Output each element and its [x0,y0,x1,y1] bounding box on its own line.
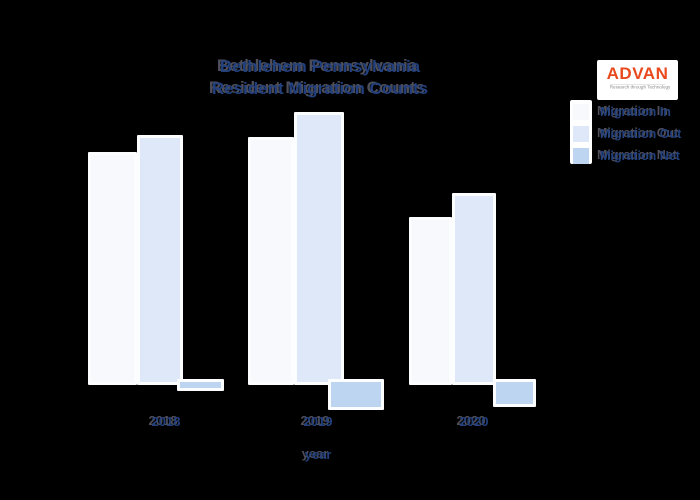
bar-migration-in-2019 [248,137,294,385]
x-axis-title: year [304,447,332,462]
brand-tagline: Research through Technology [609,84,671,91]
legend-swatch [573,126,589,142]
legend-item-label: Migration Out [600,127,682,141]
title-line-1: Bethlehem Pennsylvania [219,57,421,76]
x-tick-label: 2019 [303,414,333,429]
bar-migration-net-2019 [328,379,384,410]
brand-name: ADVAN [606,64,669,83]
bar-migration-in-2020 [409,217,452,385]
bar-migration-in-2018 [88,152,137,385]
x-tick-label: 2018 [151,414,181,429]
legend-swatch [573,148,589,164]
bar-migration-net-2018 [177,379,224,391]
legend-item-label: Migration Net [600,149,680,163]
legend-item-label: Migration In [600,105,671,119]
legend-swatch [573,104,589,120]
bar-migration-out-2018 [137,135,183,385]
x-tick-label: 2020 [459,414,489,429]
title-line-2: Resident Migration Counts [211,79,429,98]
advan-logo: ADVAN Research through Technology [597,60,678,100]
chart-title: Bethlehem Pennsylvania Resident Migratio… [140,56,500,100]
bar-migration-net-2020 [493,379,536,407]
bar-migration-out-2019 [294,112,344,385]
bar-migration-out-2020 [452,193,496,385]
